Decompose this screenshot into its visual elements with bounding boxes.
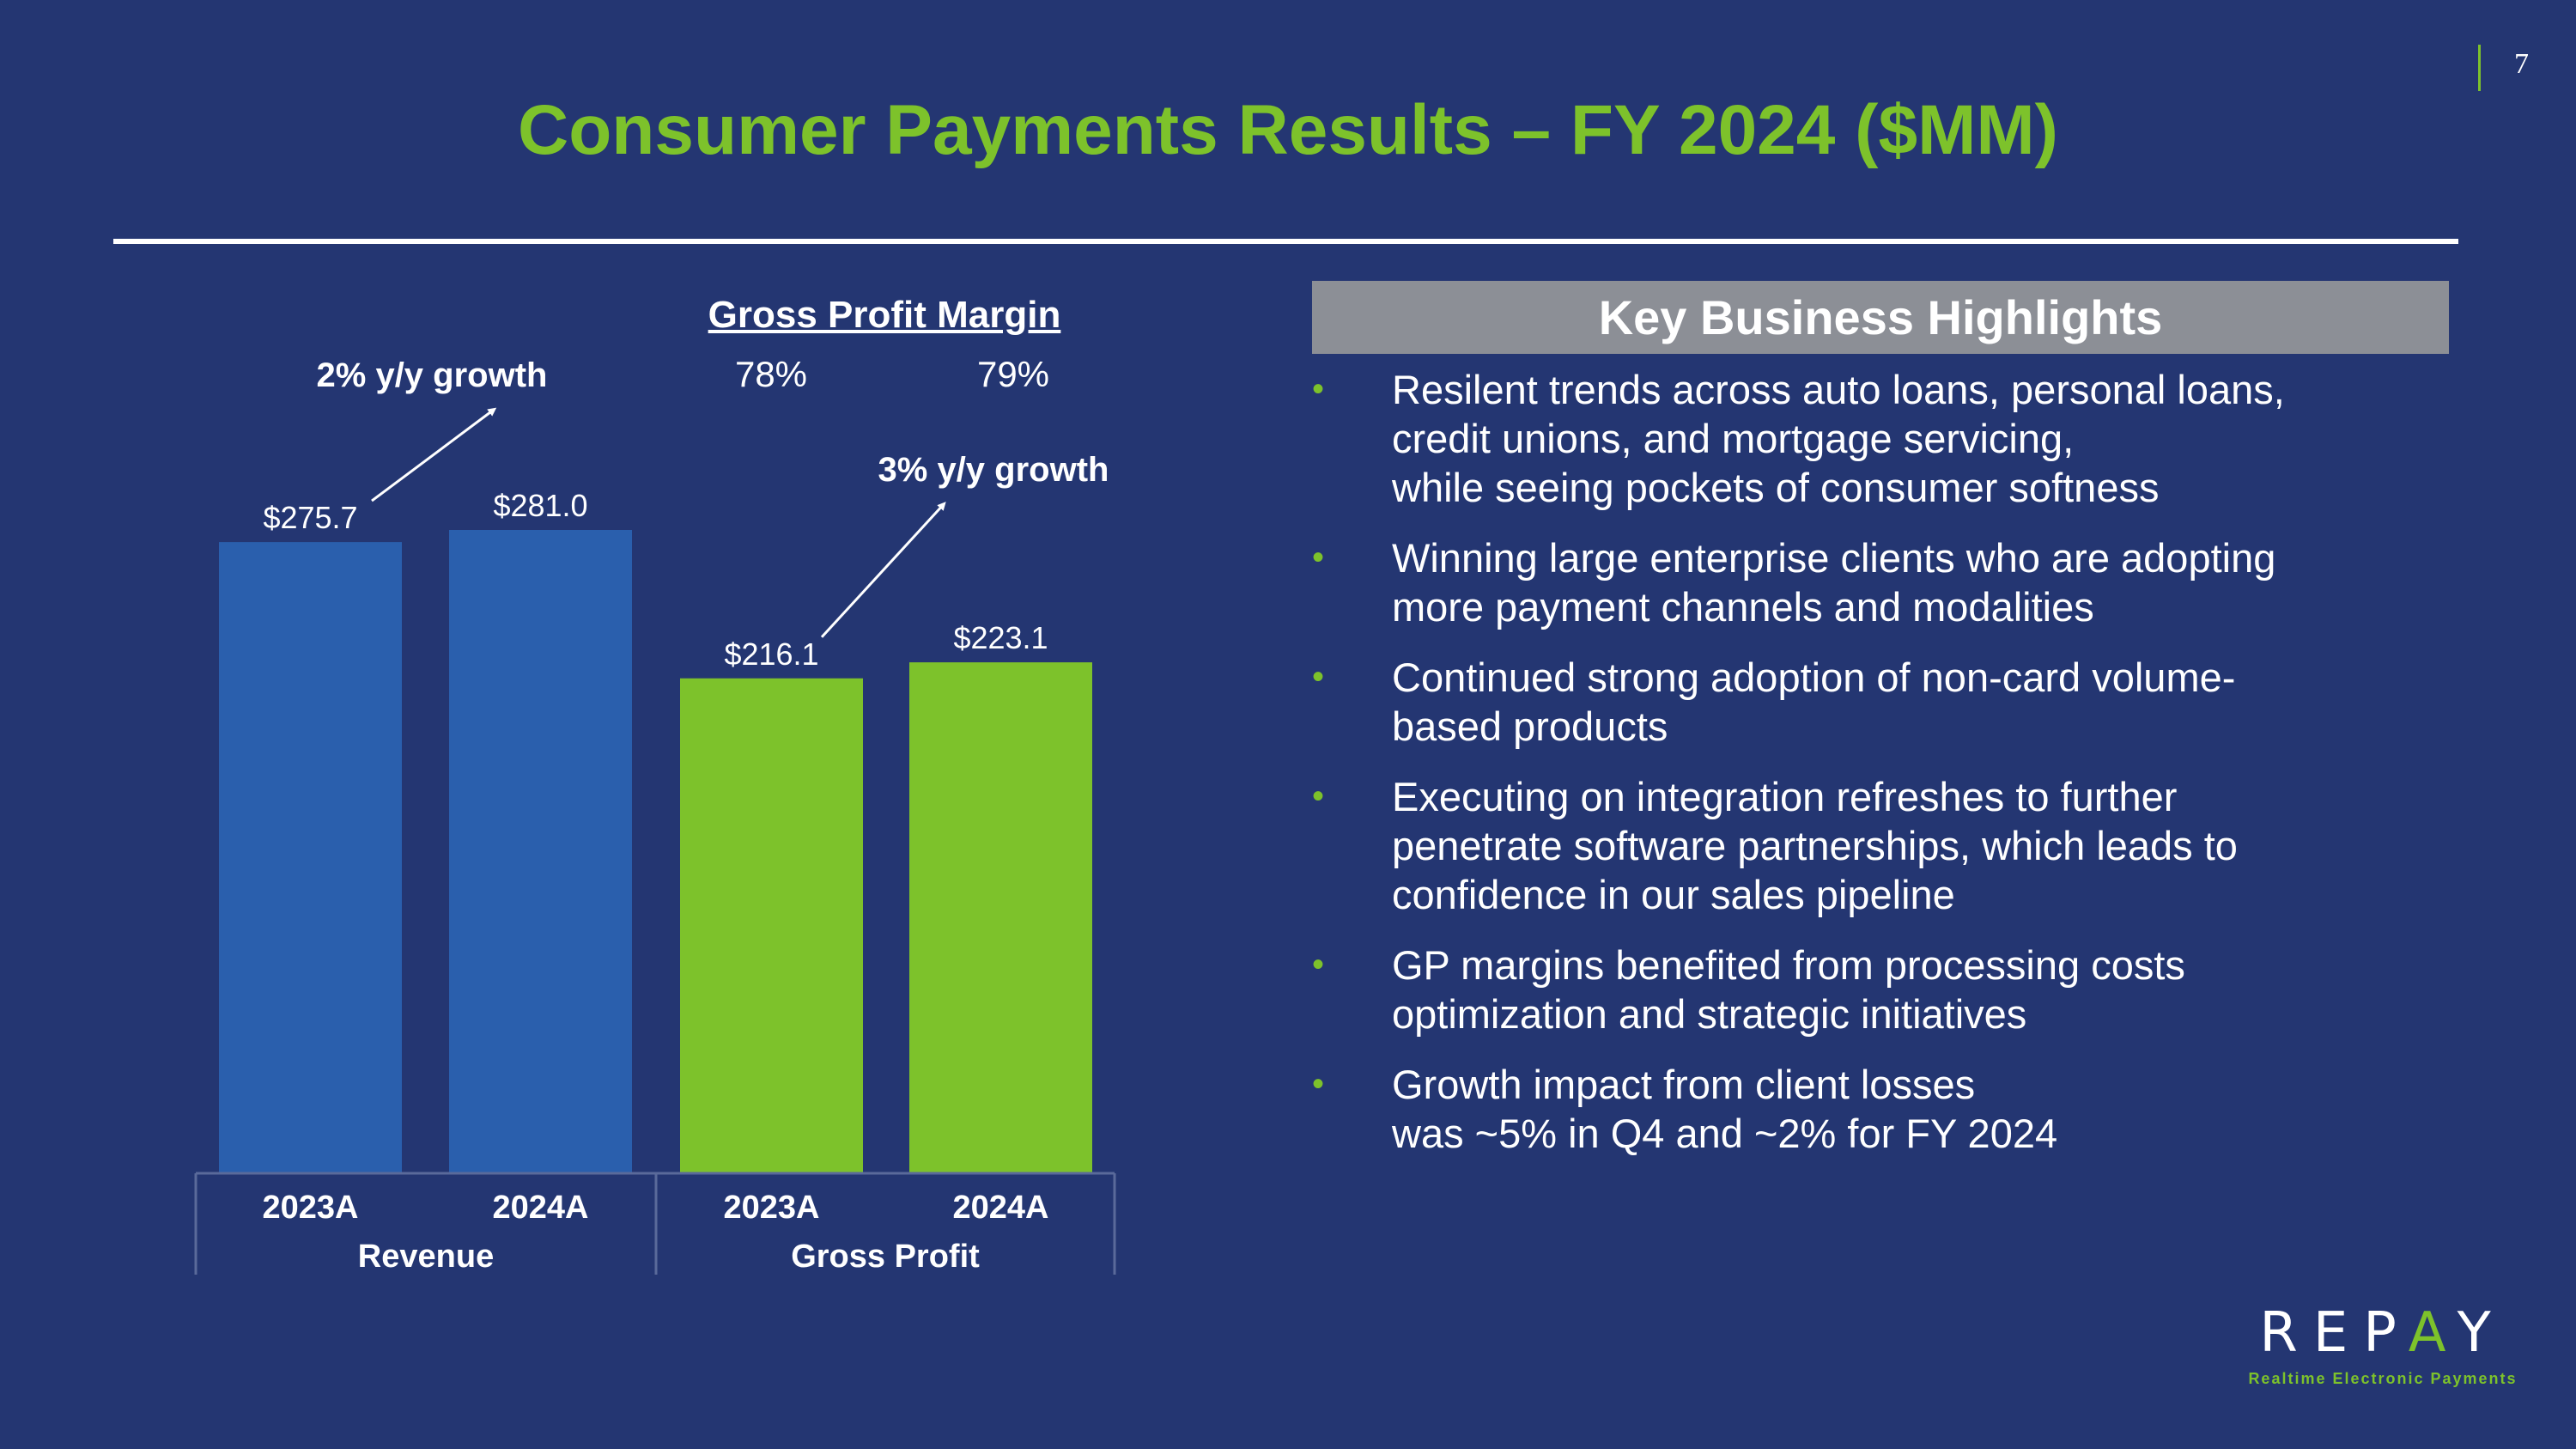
highlight-line: credit unions, and mortgage servicing, xyxy=(1392,416,2075,461)
repay-logo: REPAY Realtime Electronic Payments xyxy=(2233,1301,2533,1388)
highlight-line: penetrate software partnerships, which l… xyxy=(1392,823,2238,868)
highlight-line: based products xyxy=(1392,703,1668,749)
bar-gross-profit-2024a xyxy=(909,662,1092,1172)
bullet-icon: • xyxy=(1312,658,1325,696)
highlight-line: Continued strong adoption of non-card vo… xyxy=(1392,654,2236,700)
bar-value-label: $216.1 xyxy=(724,636,818,672)
highlight-line: Winning large enterprise clients who are… xyxy=(1392,535,2276,581)
highlight-line: more payment channels and modalities xyxy=(1392,584,2094,630)
highlight-item: • Growth impact from client losses was ~5%… xyxy=(1312,1060,2463,1158)
bullet-icon: • xyxy=(1312,370,1325,408)
gross-profit-margin-2023: 78% xyxy=(734,354,808,394)
growth-label: 3% y/y growth xyxy=(878,451,1109,489)
page-number: 7 xyxy=(2514,48,2529,80)
category-label: 2023A xyxy=(724,1190,820,1226)
highlight-line: was ~5% in Q4 and ~2% for FY 2024 xyxy=(1392,1111,2058,1156)
highlight-item: • GP margins benefited from processing co… xyxy=(1312,941,2463,1038)
results-bar-chart: $275.7 $281.0 $216.1 $223.1 2023A 2024A Reven… xyxy=(194,356,1116,1275)
highlight-line: while seeing pockets of consumer softnes… xyxy=(1392,465,2160,510)
bullet-icon: • xyxy=(1312,946,1325,983)
highlight-item: • Winning large enterprise clients who ar… xyxy=(1312,533,2463,631)
logo-tagline: Realtime Electronic Payments xyxy=(2248,1370,2518,1387)
growth-label: 2% y/y growth xyxy=(317,356,548,394)
highlight-line: Resilent trends across auto loans, perso… xyxy=(1392,367,2285,412)
highlight-line: Growth impact from client losses xyxy=(1392,1062,1976,1107)
highlights-list: • Resilent trends across auto loans, pers… xyxy=(1312,365,2463,1179)
category-label: 2024A xyxy=(953,1190,1049,1226)
bullet-icon: • xyxy=(1312,1065,1325,1103)
logo-wordmark: REPAY xyxy=(2259,1301,2506,1365)
page-number-divider xyxy=(2478,45,2481,91)
bar-value-label: $281.0 xyxy=(493,488,587,523)
bullet-icon: • xyxy=(1312,777,1325,815)
bar-revenue-2023a xyxy=(219,542,402,1172)
growth-arrow xyxy=(820,502,946,638)
highlight-line: optimization and strategic initiatives xyxy=(1392,991,2027,1037)
slide-title: Consumer Payments Results – FY 2024 ($MM… xyxy=(518,91,2058,169)
highlights-header: Key Business Highlights xyxy=(1312,281,2449,354)
bullet-icon: • xyxy=(1312,539,1325,576)
title-divider xyxy=(113,239,2458,244)
bar-revenue-2024a xyxy=(449,530,632,1172)
highlight-item: • Executing on integration refreshes to f… xyxy=(1312,772,2463,919)
highlight-line: confidence in our sales pipeline xyxy=(1392,872,1955,917)
category-label: 2023A xyxy=(263,1190,359,1226)
category-label: 2024A xyxy=(493,1190,589,1226)
highlight-line: GP margins benefited from processing cos… xyxy=(1392,942,2185,988)
group-label: Revenue xyxy=(358,1239,494,1275)
group-label: Gross Profit xyxy=(791,1239,980,1275)
bar-value-label: $223.1 xyxy=(953,620,1048,655)
gross-profit-margin-title: Gross Profit Margin xyxy=(708,294,1061,336)
bar-value-label: $275.7 xyxy=(263,500,357,535)
growth-arrow xyxy=(371,407,497,502)
highlight-item: • Continued strong adoption of non-card v… xyxy=(1312,653,2463,751)
highlight-line: Executing on integration refreshes to fu… xyxy=(1392,774,2178,819)
highlight-item: • Resilent trends across auto loans, pers… xyxy=(1312,365,2463,512)
bar-gross-profit-2023a xyxy=(680,678,863,1172)
gross-profit-margin-2024: 79% xyxy=(976,354,1050,394)
